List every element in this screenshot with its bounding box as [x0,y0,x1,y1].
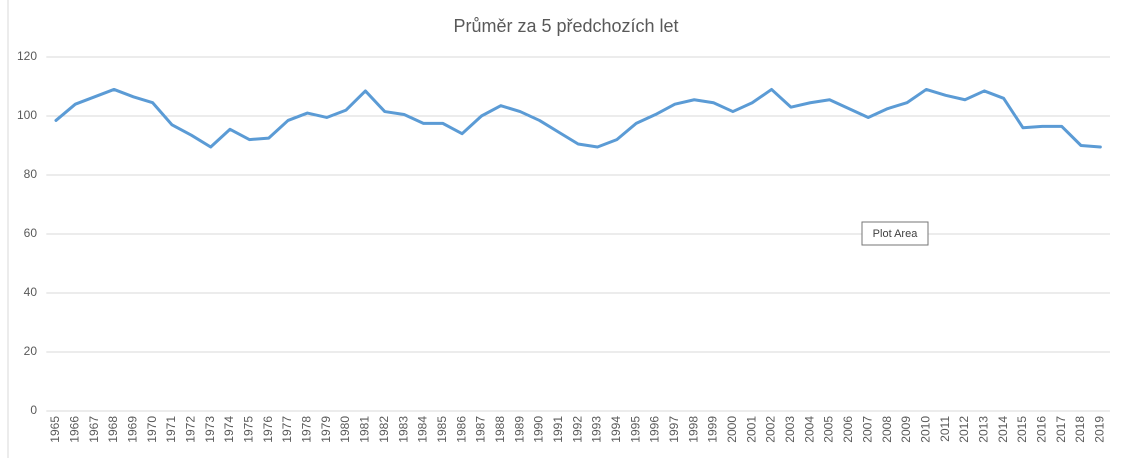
x-tick-label: 1991 [551,416,565,443]
x-tick-label: 1978 [300,416,314,443]
x-tick-label: 2005 [822,416,836,443]
x-tick-label: 1971 [164,416,178,443]
data-line [54,87,1102,149]
y-tick-label: 40 [24,285,38,299]
y-tick-label: 100 [17,108,37,122]
x-tick-label: 2016 [1034,416,1048,443]
x-tick-label: 1979 [319,416,333,443]
x-tick-label: 1977 [280,416,294,443]
x-tick-label: 1990 [532,416,546,443]
x-tick-label: 1992 [570,416,584,443]
x-tick-label: 1976 [261,416,275,443]
x-tick-label: 1994 [609,416,623,443]
tooltip-box [861,221,929,246]
x-tick-label: 1981 [358,416,372,443]
x-tick-label: 1993 [590,416,604,443]
x-tick-label: 2000 [725,416,739,443]
x-tick-label: 1966 [67,416,81,443]
x-tick-label: 2010 [918,416,932,443]
y-tick-label: 60 [24,226,38,240]
x-tick-label: 1997 [667,416,681,443]
x-tick-label: 1999 [706,416,720,443]
x-tick-label: 1972 [184,416,198,443]
x-tick-label: 1970 [145,416,159,443]
x-tick-label: 2004 [802,416,816,443]
x-tick-label: 2001 [744,416,758,443]
x-tick-label: 1968 [106,416,120,443]
x-tick-label: 2009 [899,416,913,443]
x-tick-label: 1998 [686,416,700,443]
x-tick-label: 1989 [512,416,526,443]
tooltip: Plot Area [873,228,919,240]
x-tick-label: 2002 [764,416,778,443]
x-tick-label: 1974 [222,416,236,443]
y-tick-label: 20 [24,344,38,358]
y-tick-label: 0 [30,403,37,417]
x-tick-label: 2007 [860,416,874,443]
x-tick-label: 1967 [87,416,101,443]
x-tick-label: 2006 [841,416,855,443]
y-tick-label: 120 [17,49,37,63]
y-tick-label: 80 [24,167,38,181]
x-tick-label: 1996 [648,416,662,443]
x-tick-label: 1986 [454,416,468,443]
x-tick-label: 1982 [377,416,391,443]
x-tick-label: 2017 [1054,416,1068,443]
x-tick-label: 2019 [1093,416,1107,443]
x-tick-label: 2012 [957,416,971,443]
x-tick-label: 2013 [976,416,990,443]
x-tick-label: 1995 [628,416,642,443]
x-tick-label: 2018 [1073,416,1087,443]
x-tick-label: 1965 [48,416,62,443]
x-tick-label: 1988 [493,416,507,443]
x-tick-label: 1987 [474,416,488,443]
x-tick-label: 2008 [880,416,894,443]
x-tick-label: 1973 [203,416,217,443]
x-tick-label: 2011 [938,416,952,442]
x-tick-label: 1985 [435,416,449,443]
x-tick-label: 2015 [1015,416,1029,443]
x-tick-label: 2014 [996,416,1010,443]
x-tick-label: 1969 [126,416,140,443]
chart-title: Průměr za 5 předchozích let [453,16,678,36]
x-tick-label: 2003 [783,416,797,443]
x-tick-label: 1980 [338,416,352,443]
x-tick-label: 1983 [396,416,410,443]
x-tick-label: 1984 [416,416,430,443]
x-tick-label: 1975 [242,416,256,443]
